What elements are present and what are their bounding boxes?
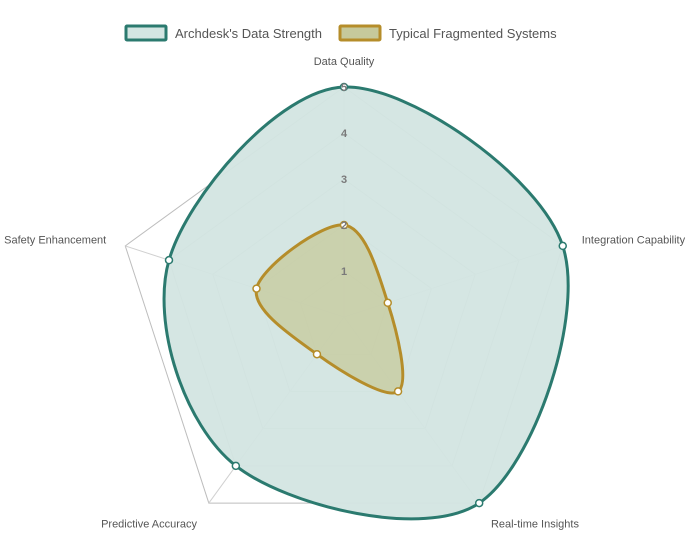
axis-label-4: Predictive Accuracy [101,518,197,530]
series-1-point-4[interactable] [231,461,241,471]
tick-label-4: 4 [341,128,348,140]
legend-swatch-series-2 [338,24,382,42]
legend-label-series-1: Archdesk's Data Strength [175,26,322,41]
tick-label-5: 5 [341,82,347,94]
series-1-point-5[interactable] [164,255,174,265]
series-1-point-3[interactable] [474,498,484,508]
legend-item-series-2[interactable]: Typical Fragmented Systems [338,24,557,42]
tick-label-2: 2 [341,220,347,232]
series-layer [162,82,570,521]
series-2-area [254,223,405,395]
series-1-point-2[interactable] [558,241,567,251]
series-2-point-5[interactable] [252,284,261,293]
legend-label-series-2: Typical Fragmented Systems [389,26,557,41]
tick-label-3: 3 [341,174,347,186]
tick-label-1: 1 [341,266,347,278]
radial-ticks: 1 2 3 4 5 [341,82,348,278]
legend: Archdesk's Data Strength Typical Fragmen… [124,24,557,42]
series-2-point-4[interactable] [312,349,322,359]
series-2-point-1[interactable] [339,220,349,230]
axis-label-5: Safety Enhancement [4,235,106,247]
series-2-point-3[interactable] [393,387,403,396]
axis-label-1: Data Quality [314,56,375,68]
axis-label-2: Integration Capability [582,235,686,247]
series-2-point-2[interactable] [383,298,392,308]
legend-item-series-1[interactable]: Archdesk's Data Strength [124,24,322,42]
axis-label-3: Real-time Insights [491,518,580,530]
series-1-point-1[interactable] [339,82,349,92]
axis-labels: Data Quality Integration Capability Real-t… [4,56,685,530]
legend-swatch-series-1 [124,24,168,42]
